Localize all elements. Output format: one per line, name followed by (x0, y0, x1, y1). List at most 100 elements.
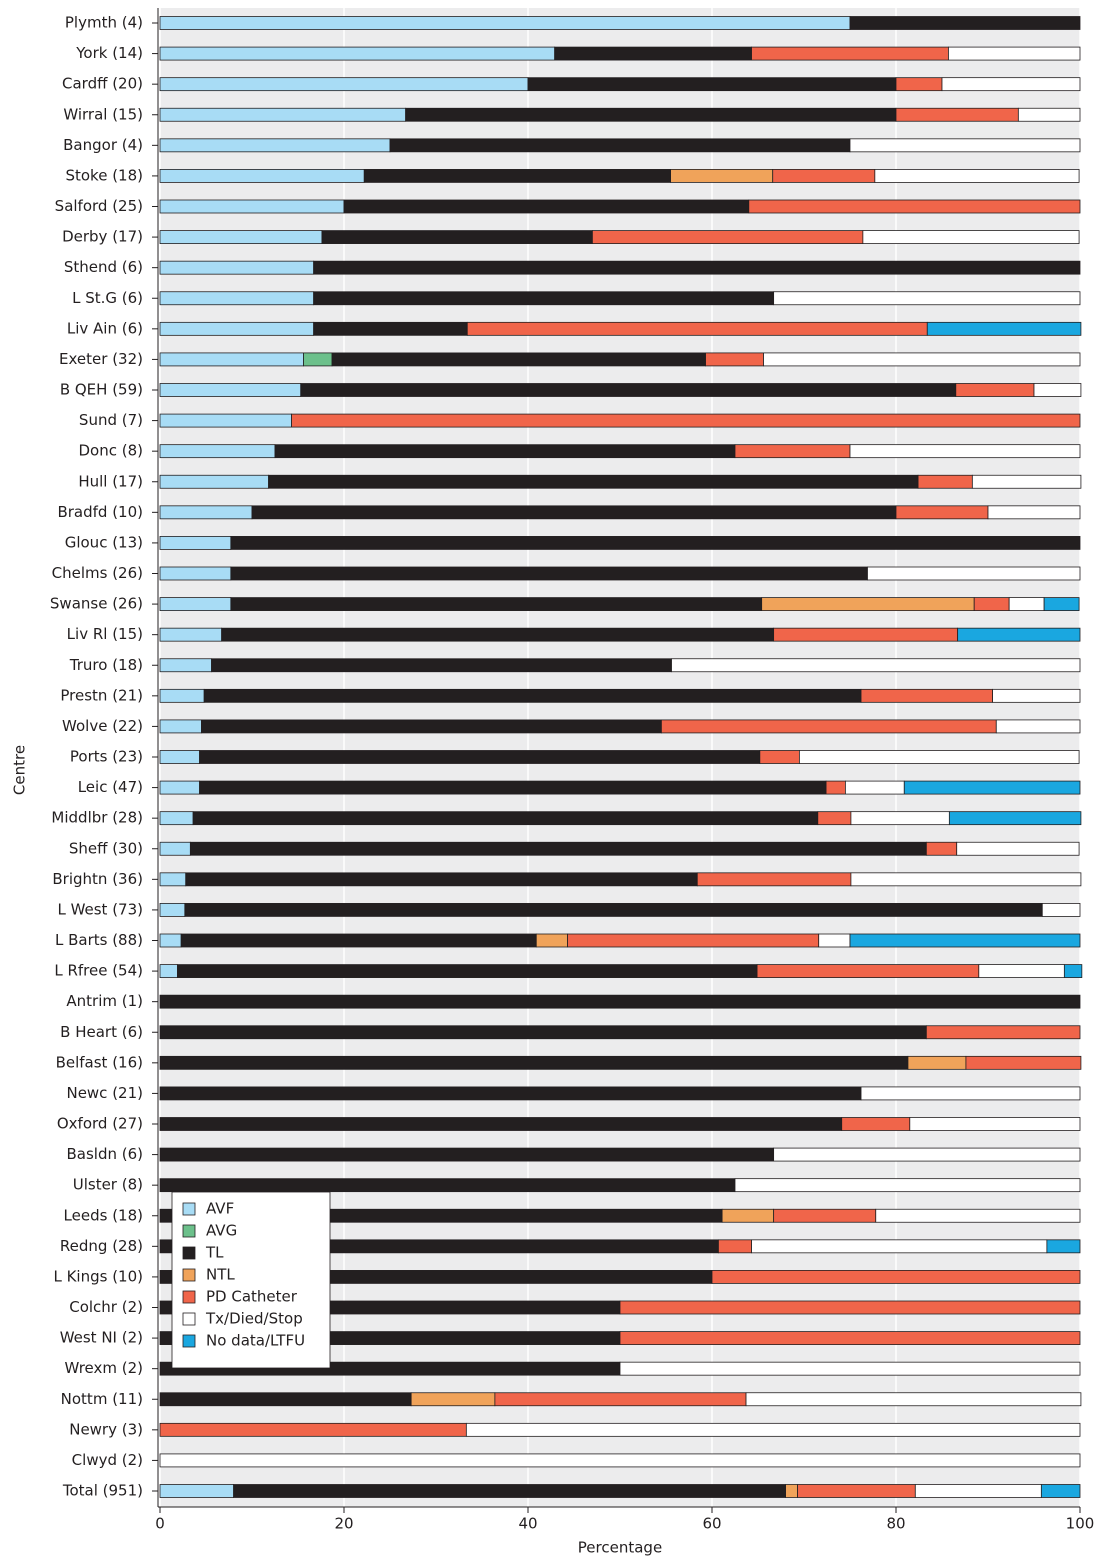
bar-segment (895, 505, 989, 520)
bar-segment (1041, 903, 1081, 917)
bar-segment (772, 169, 876, 183)
bar-segment (159, 413, 292, 428)
y-tick-label: Bradfd (10) (57, 503, 143, 521)
x-tick-label: 0 (155, 1515, 165, 1533)
bar-segment (185, 872, 698, 887)
bar-segment (759, 750, 800, 764)
bar-segment (159, 505, 253, 520)
bar-segment (389, 138, 851, 153)
bar-segment (159, 597, 232, 611)
y-tick-label: Truro (18) (69, 656, 143, 674)
y-tick-label: Middlbr (28) (51, 809, 143, 827)
bar-segment (761, 597, 975, 611)
y-tick-label: Nottm (11) (61, 1390, 143, 1408)
bar-segment (291, 413, 1081, 428)
bar-segment (917, 474, 973, 489)
bar-segment (1017, 107, 1081, 122)
bar-segment (303, 352, 333, 367)
bar-segment (159, 1086, 862, 1101)
bar-segment (230, 566, 868, 581)
legend-label: PD Catheter (206, 1288, 298, 1306)
bar-segment (313, 260, 1081, 275)
bar-segment (773, 627, 959, 642)
bar-segment (159, 46, 556, 61)
legend-box (171, 1191, 331, 1369)
bar-segment (849, 138, 1081, 153)
bar-segment (177, 964, 758, 978)
bar-segment (554, 46, 752, 61)
bar-segment (159, 444, 276, 459)
y-tick-label: Plymth (4) (65, 14, 143, 32)
bar-segment (159, 1117, 843, 1131)
bar-segment (159, 1055, 909, 1070)
bar-segment (965, 1055, 1082, 1070)
y-tick-label: Cardff (20) (62, 75, 143, 93)
bar-segment (914, 1484, 1042, 1498)
y-tick-label: Leeds (18) (64, 1206, 143, 1224)
y-tick-label: Wolve (22) (62, 717, 143, 735)
y-tick-label: Ulster (8) (73, 1176, 143, 1194)
bar-segment (948, 46, 1081, 61)
y-tick-label: Swanse (26) (50, 595, 143, 613)
bar-segment (159, 1392, 412, 1407)
bar-segment (159, 933, 182, 948)
bar-segment (895, 77, 943, 92)
bar-segment (745, 1392, 1082, 1407)
bar-segment (1046, 1239, 1081, 1254)
y-tick-label: Sheff (30) (69, 839, 143, 857)
bar-segment (721, 1208, 775, 1223)
bar-segment (849, 16, 1081, 30)
bar-segment (159, 841, 191, 856)
bar-segment (466, 321, 928, 336)
bar-segment (875, 1208, 1081, 1223)
bar-segment (926, 321, 1082, 336)
bar-segment (159, 994, 1081, 1009)
bar-segment (592, 230, 864, 244)
bar-segment (233, 1484, 787, 1498)
bar-segment (159, 750, 200, 764)
bar-segment (159, 107, 407, 122)
bar-segment (718, 1239, 752, 1254)
bar-segment (696, 872, 852, 887)
legend-swatch (182, 1290, 196, 1304)
bar-segment (268, 474, 919, 489)
bar-segment (321, 230, 593, 244)
bar-segment (763, 352, 1081, 367)
y-tick-label: L Barts (88) (55, 931, 143, 949)
bar-segment (797, 1484, 916, 1498)
y-tick-label: Clwyd (2) (72, 1451, 143, 1469)
bar-segment (159, 199, 345, 214)
legend-swatch (182, 1224, 196, 1238)
bar-segment (192, 811, 819, 826)
y-tick-label: L Kings (10) (53, 1267, 143, 1285)
bar-segment (159, 77, 529, 92)
bar-segment (184, 903, 1043, 917)
x-tick-label: 100 (1066, 1515, 1095, 1533)
bar-segment (971, 474, 1082, 489)
bar-segment (159, 872, 187, 887)
bar-segment (978, 964, 1065, 978)
bar-segment (849, 444, 1081, 459)
bar-segment (221, 627, 775, 642)
bar-segment (159, 1147, 775, 1162)
bar-segment (1008, 597, 1045, 611)
bar-segment (748, 199, 1081, 214)
bar-segment (1043, 597, 1080, 611)
bar-segment (734, 444, 851, 459)
legend-label: AVG (206, 1222, 237, 1240)
bar-segment (274, 444, 736, 459)
bar-segment (159, 383, 302, 397)
bar-segment (1040, 1484, 1081, 1498)
bar-segment (159, 903, 186, 917)
x-tick-label: 80 (886, 1515, 905, 1533)
bar-segment (909, 1117, 1081, 1131)
bar-segment (159, 658, 212, 673)
x-axis-label: Percentage (578, 1539, 662, 1557)
bar-segment (845, 780, 905, 795)
bar-segment (535, 933, 568, 948)
bar-segment (756, 964, 980, 978)
y-tick-label: Derby (17) (62, 228, 143, 246)
bar-segment (159, 719, 202, 734)
y-tick-label: Leic (47) (78, 778, 143, 796)
legend-label: Tx/Died/Stop (205, 1310, 303, 1328)
